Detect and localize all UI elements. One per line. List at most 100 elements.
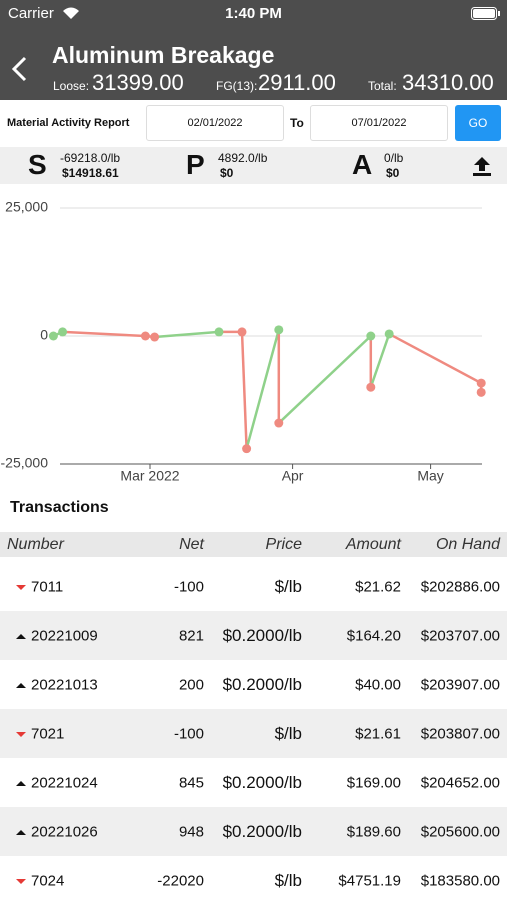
table-cell: -100 — [173, 578, 204, 595]
header: Carrier 1:40 PM Aluminum Breakage Loose:… — [0, 0, 507, 100]
export-icon[interactable] — [470, 155, 494, 177]
y-tick-label: -25,000 — [1, 455, 49, 471]
table-cell: 20221009 — [31, 627, 98, 644]
table-row[interactable]: 7011 -100 $/lb $21.62 $202886.00 — [0, 562, 507, 611]
point — [140, 331, 150, 341]
to-date[interactable]: 07/01/2022 — [310, 105, 448, 141]
table-cell: $164.20 — [346, 627, 401, 644]
table-cell: $204652.00 — [420, 774, 500, 791]
y-tick-label: 0 — [40, 327, 48, 343]
table-cell: -100 — [173, 725, 204, 742]
back-button[interactable] — [10, 56, 28, 82]
table-cell: $0.2000/lb — [222, 821, 302, 841]
line-segment — [369, 333, 391, 388]
table-cell: $/lb — [274, 576, 302, 596]
table-cell: 7021 — [31, 725, 65, 742]
x-tick-label: Mar 2022 — [120, 468, 179, 484]
loose-value: 31399.00 — [92, 70, 184, 95]
go-button[interactable]: GO — [455, 105, 501, 141]
table-cell: 7011 — [31, 578, 64, 595]
table-cell: $21.62 — [355, 578, 401, 595]
summary-bar: S -69218.0/lb $14918.61 P 4892.0/lb $0 A 0/lb $0 — [0, 147, 507, 184]
table-cell: $189.60 — [346, 823, 401, 840]
table-cell: 20221024 — [31, 774, 98, 791]
table-cell: $169.00 — [346, 774, 401, 791]
line-segment — [62, 330, 146, 338]
summary-letter: P — [186, 149, 205, 180]
table-row[interactable]: 20221013 200 $0.2000/lb $40.00 $203907.00 — [0, 660, 507, 709]
table-row[interactable]: 20221009 821 $0.2000/lb $164.20 $203707.00 — [0, 611, 507, 660]
chart: -25,000 0 25,000 Mar 2022 Apr May — [1, 199, 486, 484]
table-cell: 20221026 — [31, 823, 98, 840]
point — [384, 329, 394, 339]
point — [366, 382, 376, 392]
fg-value: 2911.00 — [258, 70, 336, 95]
total-value: 34310.00 — [402, 70, 494, 95]
table-cell: 948 — [178, 823, 204, 840]
table-cell: $205600.00 — [420, 823, 500, 840]
line-segment — [277, 335, 372, 424]
summary-amount: $0 — [220, 166, 234, 180]
report-label: Material Activity Report — [7, 117, 130, 129]
trend-arrow — [16, 633, 26, 639]
total-label: Total: — [368, 79, 397, 93]
to-label: To — [290, 116, 304, 130]
battery-icon — [471, 7, 500, 20]
point — [58, 327, 68, 337]
point — [476, 387, 486, 397]
column-header: Net — [179, 535, 204, 553]
table-cell: $40.00 — [355, 676, 401, 693]
y-tick-label: 25,000 — [5, 199, 48, 215]
point — [274, 418, 284, 428]
table-row[interactable]: 20221026 948 $0.2000/lb $189.60 $205600.00 — [0, 807, 507, 856]
from-date[interactable]: 02/01/2022 — [146, 105, 284, 141]
table-row[interactable]: 20221024 845 $0.2000/lb $169.00 $204652.00 — [0, 758, 507, 807]
point — [214, 327, 224, 337]
carrier: Carrier — [8, 5, 54, 22]
table-cell: $203907.00 — [420, 676, 500, 693]
table-cell: $183580.00 — [420, 872, 500, 889]
section-title: Transactions — [10, 499, 109, 516]
summary-qty: 0/lb — [384, 151, 404, 165]
column-header: Number — [7, 535, 64, 553]
table-cell: 7024 — [31, 872, 65, 889]
point — [150, 332, 160, 342]
column-header: Amount — [345, 535, 401, 553]
table-cell: $203807.00 — [420, 725, 500, 742]
column-header: Price — [265, 535, 302, 553]
table-cell: $0.2000/lb — [222, 625, 302, 645]
line-segment — [388, 332, 482, 385]
column-header: On Hand — [435, 535, 500, 553]
table-cell: 821 — [178, 627, 204, 644]
point — [366, 331, 376, 341]
summary-amount: $14918.61 — [62, 166, 119, 180]
table-row[interactable]: 7021 -100 $/lb $21.61 $203807.00 — [0, 709, 507, 758]
table-cell: $203707.00 — [420, 627, 500, 644]
line-segment — [154, 330, 220, 339]
point — [476, 378, 486, 388]
table-cell: -22020 — [157, 872, 204, 889]
trend-arrow — [16, 731, 26, 737]
table-row[interactable]: 7024 -22020 $/lb $4751.19 $183580.00 — [0, 856, 507, 905]
x-tick-label: Apr — [282, 468, 304, 484]
summary-letter: A — [352, 149, 373, 180]
point — [237, 327, 247, 337]
table-cell: $/lb — [274, 723, 302, 743]
title: Aluminum Breakage — [52, 42, 275, 68]
clock: 1:40 PM — [225, 5, 282, 22]
table-cell: $21.61 — [355, 725, 401, 742]
line-segment — [240, 331, 248, 449]
trend-arrow — [16, 682, 26, 688]
point — [274, 325, 284, 335]
x-tick-label: May — [417, 468, 443, 484]
table-cell: 200 — [178, 676, 204, 693]
point — [242, 444, 252, 454]
trend-arrow — [16, 584, 26, 590]
fg-label: FG(13): — [216, 79, 258, 93]
point — [48, 331, 58, 341]
summary-letter: S — [28, 149, 47, 180]
table-cell: $202886.00 — [420, 578, 500, 595]
table-cell: $0.2000/lb — [222, 772, 302, 792]
wifi-icon — [63, 7, 79, 19]
